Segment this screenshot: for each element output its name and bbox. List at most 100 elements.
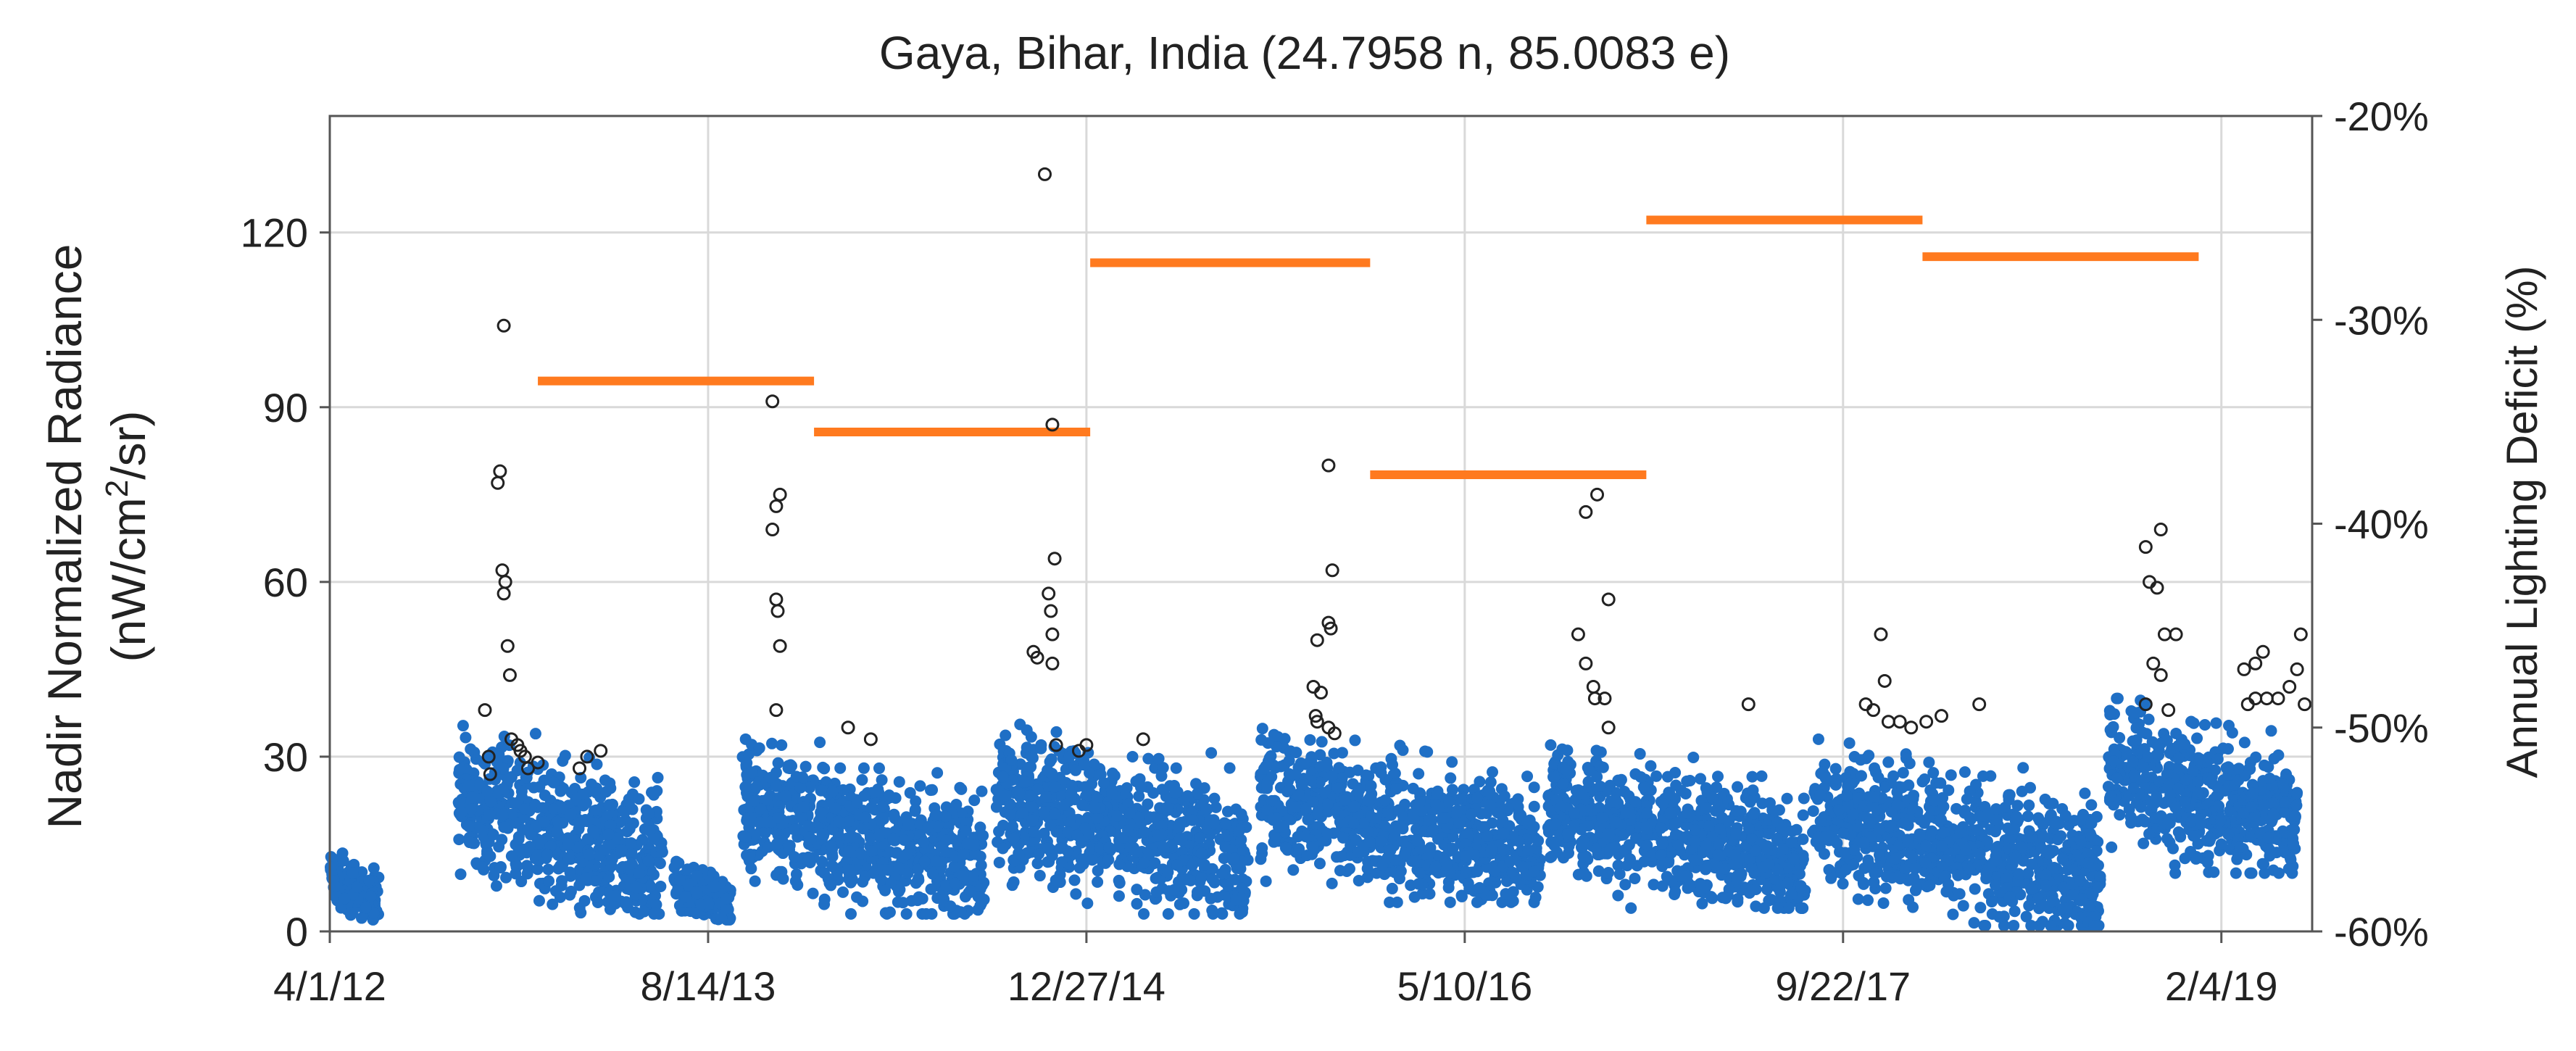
radiance-point [2215,838,2227,850]
radiance-point [1106,788,1118,800]
radiance-point [904,786,916,799]
radiance-point [1328,747,1340,760]
radiance-point [2037,899,2049,911]
radiance-point [1656,837,1669,849]
radiance-point [1750,883,1762,895]
radiance-point [1055,856,1068,868]
points-layer [325,167,2312,931]
radiance-point [749,875,761,887]
radiance-point [531,849,544,861]
radiance-point [1475,807,1487,820]
radiance-point [2008,905,2021,918]
radiance-point [2048,816,2061,828]
radiance-point [1656,880,1669,892]
radiance-point [1787,852,1800,865]
radiance-point [1712,849,1724,861]
radiance-point [1290,747,1302,759]
radiance-point [591,786,603,799]
radiance-point [1919,856,1932,868]
radiance-point [1181,790,1194,802]
radiance-point [1550,770,1562,783]
radiance-point [2153,749,2165,761]
radiance-point [1396,836,1408,848]
radiance-point [1775,823,1787,835]
radiance-point [620,896,633,908]
radiance-point [888,808,900,821]
radiance-point [925,883,937,895]
radiance-point [1344,766,1356,778]
radiance-point [2220,762,2232,774]
radiance-point [1375,767,1387,779]
radiance-point [1429,860,1442,873]
radiance-point [1648,878,1660,891]
radiance-point [1592,865,1605,877]
radiance-point [626,857,638,870]
radiance-point [1729,828,1742,840]
radiance-point [1522,844,1534,856]
radiance-point [742,748,755,760]
radiance-point [1205,747,1218,759]
radiance-point [1629,796,1642,808]
radiance-point [547,803,560,815]
radiance-point [1528,896,1540,908]
radiance-point [559,749,571,762]
radiance-point [1471,792,1484,804]
radiance-point [2259,867,2271,879]
radiance-point [2167,842,2180,855]
radiance-point [1455,793,1467,805]
radiance-point [1389,828,1401,841]
radiance-point [1301,849,1313,862]
radiance-point [1560,764,1572,776]
radiance-point [2084,827,2096,839]
radiance-point [816,828,828,840]
radiance-point [536,802,549,814]
radiance-point [1113,858,1126,871]
radiance-point [626,846,638,858]
radiance-point [1634,748,1646,760]
radiance-point [931,855,943,868]
radiance-point [1111,810,1123,822]
radiance-point [681,863,694,876]
radiance-point [2062,919,2074,931]
radiance-point [1604,843,1616,855]
radiance-point [1007,832,1020,844]
radiance-point [1205,892,1217,905]
radiance-point [1549,818,1561,831]
radiance-point [1487,766,1499,778]
radiance-point [1304,734,1316,746]
radiance-point [2094,870,2106,882]
radiance-point [1365,779,1377,792]
radiance-point [1350,834,1363,847]
radiance-point [1785,888,1798,900]
radiance-point [1314,749,1326,761]
radiance-point [1079,759,1091,771]
radiance-point [551,826,563,838]
radiance-point [650,899,662,911]
radiance-point [337,855,349,867]
radiance-point [335,902,347,914]
radiance-point [1133,790,1145,802]
radiance-point [885,876,897,889]
radiance-point [1219,818,1231,830]
radiance-point [975,897,987,910]
radiance-point [1362,794,1374,807]
radiance-point [346,867,359,879]
radiance-point [997,770,1009,783]
radiance-point [2082,900,2095,913]
radiance-point [887,832,899,844]
radiance-point [598,844,610,856]
radiance-point [876,800,889,813]
radiance-point [473,778,486,791]
radiance-point [1886,872,1898,884]
radiance-point [1612,859,1624,871]
radiance-point [1406,855,1418,867]
radiance-point [2102,781,2114,793]
radiance-point [2248,810,2261,822]
radiance-point [521,868,533,880]
radiance-point [2135,801,2147,813]
radiance-point [1168,884,1180,896]
radiance-point [493,841,505,853]
radiance-point [749,828,761,841]
radiance-point [1795,882,1808,894]
radiance-point [843,845,855,857]
